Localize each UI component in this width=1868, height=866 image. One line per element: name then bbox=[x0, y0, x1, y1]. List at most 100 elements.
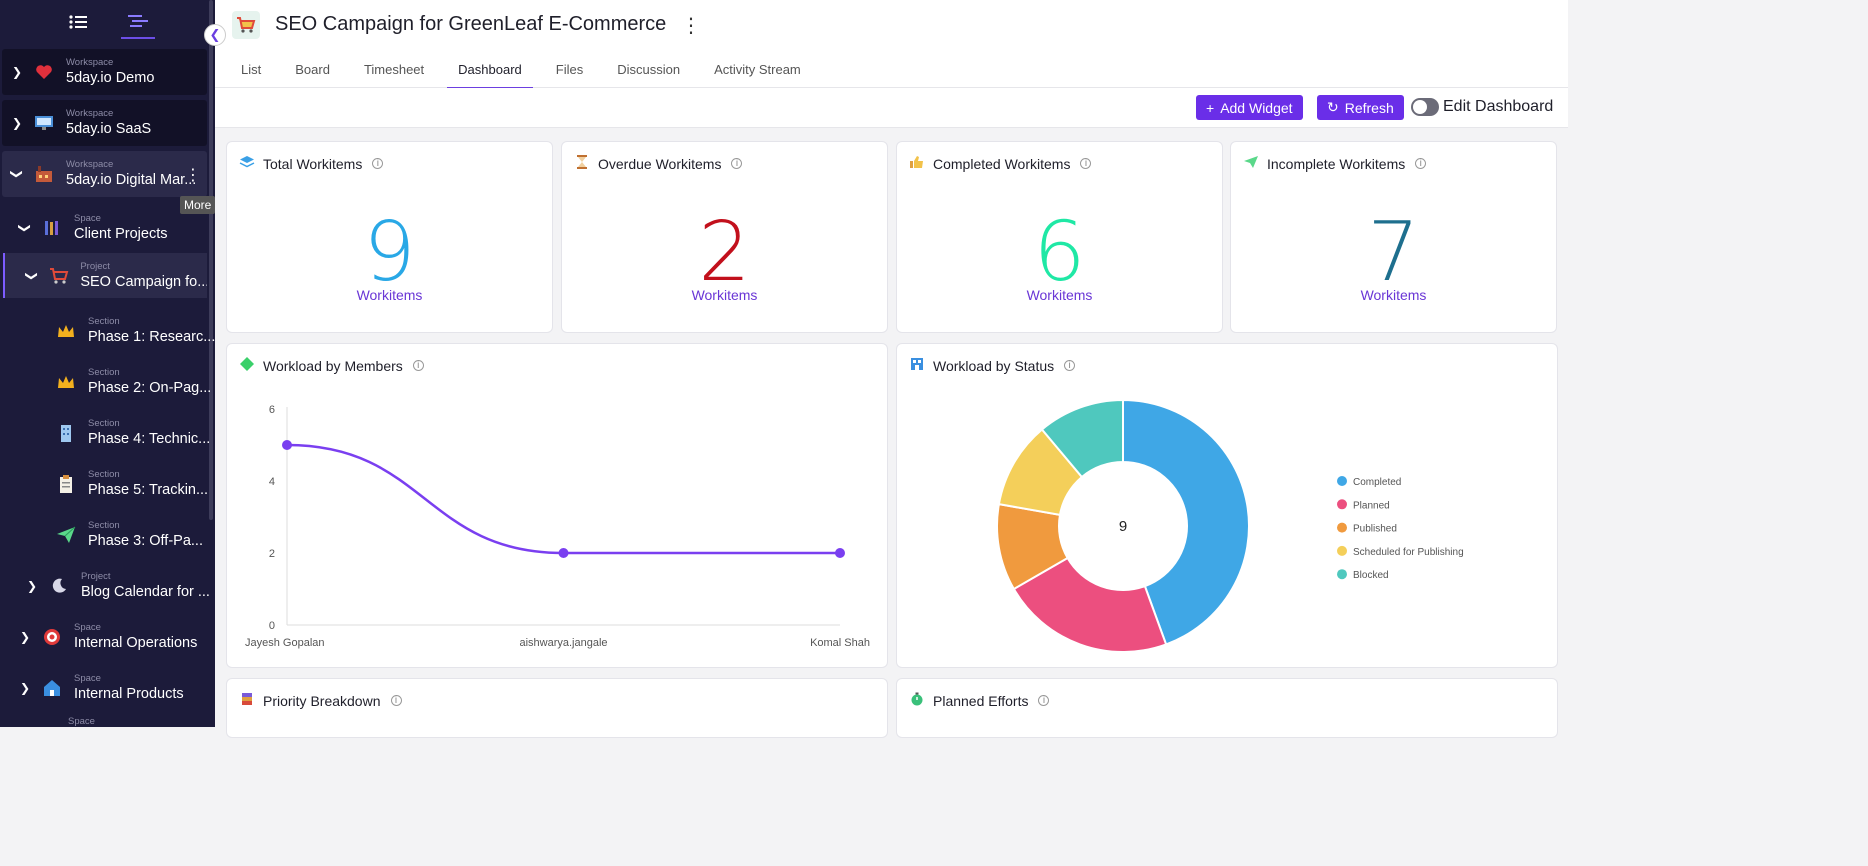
sidebar-top bbox=[0, 0, 215, 44]
section-item-phase-4[interactable]: Section Phase 4: Technic... bbox=[46, 410, 210, 456]
stat-label[interactable]: Workitems bbox=[1360, 287, 1427, 303]
stat-card-overdue: Overdue Workitems i 2 Workitems bbox=[561, 141, 888, 333]
space-item-internal-operations[interactable]: ❯ Space Internal Operations bbox=[18, 614, 197, 660]
tab-bar: List Board Timesheet Dashboard Files Dis… bbox=[230, 54, 824, 89]
refresh-button[interactable]: ↻ Refresh bbox=[1317, 95, 1404, 120]
collapse-sidebar-icon[interactable]: ❮ bbox=[204, 24, 226, 46]
plus-icon: + bbox=[1206, 99, 1215, 116]
info-icon[interactable]: i bbox=[390, 695, 402, 706]
monitor-icon bbox=[32, 111, 56, 135]
chevron-right-icon[interactable]: ❯ bbox=[11, 65, 23, 79]
more-options-icon[interactable]: ⋮ bbox=[681, 15, 701, 37]
tab-dashboard[interactable]: Dashboard bbox=[447, 54, 533, 89]
series-line bbox=[286, 443, 840, 555]
item-kind: Space bbox=[74, 213, 101, 224]
legend-label: Completed bbox=[1353, 477, 1401, 488]
section-item-phase-3[interactable]: Section Phase 3: Off-Pa... bbox=[46, 512, 203, 558]
stopwatch-icon bbox=[909, 692, 925, 709]
page-title: SEO Campaign for GreenLeaf E-Commerce bbox=[275, 13, 667, 35]
tab-list[interactable]: List bbox=[241, 62, 262, 77]
chevron-down-icon[interactable]: ❯ bbox=[10, 168, 24, 180]
chevron-right-icon[interactable]: ❯ bbox=[19, 681, 31, 695]
list-view-icon[interactable] bbox=[61, 5, 95, 39]
tree-view-icon[interactable] bbox=[120, 5, 155, 39]
item-kind: Space bbox=[74, 622, 101, 633]
sidebar-scrollbar[interactable] bbox=[209, 0, 213, 520]
info-icon[interactable]: i bbox=[1064, 360, 1076, 371]
chevron-right-icon[interactable]: ❯ bbox=[26, 579, 38, 593]
legend-swatch bbox=[1337, 522, 1347, 533]
item-kind: Section bbox=[88, 469, 120, 480]
line-chart: 0 2 4 6 Jayesh Gopalan aishwarya.jangale Komal… bbox=[245, 404, 870, 649]
item-name: SEO Campaign fo... bbox=[80, 273, 207, 290]
item-kind: Section bbox=[88, 520, 120, 531]
diamond-icon bbox=[239, 357, 255, 374]
crown-icon bbox=[54, 370, 78, 394]
card-title: Overdue Workitems bbox=[598, 155, 722, 172]
info-icon[interactable]: i bbox=[1038, 695, 1050, 706]
add-widget-button[interactable]: + Add Widget bbox=[1196, 95, 1303, 120]
project-item-seo-campaign[interactable]: ❯ Project SEO Campaign fo... bbox=[3, 253, 207, 298]
item-kind: Workspace bbox=[66, 57, 114, 68]
paper-plane-icon bbox=[1243, 155, 1259, 172]
item-name: 5day.io SaaS bbox=[66, 121, 152, 137]
y-tick-label: 6 bbox=[269, 404, 275, 416]
info-icon[interactable]: i bbox=[1080, 158, 1092, 169]
item-name: 5day.io Digital Mar... bbox=[66, 172, 197, 188]
priority-breakdown-card: Priority Breakdown i bbox=[226, 678, 888, 738]
workspace-item-digital-marketing[interactable]: ❯ Workspace 5day.io Digital Mar... ⋮ bbox=[2, 151, 207, 197]
stat-label[interactable]: Workitems bbox=[356, 287, 423, 303]
card-title: Workload by Members bbox=[263, 357, 403, 374]
section-item-phase-1[interactable]: Section Phase 1: Researc... bbox=[46, 308, 215, 354]
legend-swatch bbox=[1337, 476, 1347, 486]
card-title: Incomplete Workitems bbox=[1267, 155, 1406, 172]
stack-icon bbox=[239, 692, 255, 709]
info-icon[interactable]: i bbox=[1415, 158, 1427, 169]
chevron-down-icon[interactable]: ❯ bbox=[18, 222, 32, 234]
edit-dashboard-toggle[interactable] bbox=[1411, 98, 1439, 116]
legend-label: Blocked bbox=[1353, 570, 1389, 581]
crown-icon bbox=[54, 319, 78, 343]
stat-label[interactable]: Workitems bbox=[691, 287, 758, 303]
tab-discussion[interactable]: Discussion bbox=[617, 62, 681, 77]
stat-label[interactable]: Workitems bbox=[1026, 287, 1093, 303]
more-options-icon[interactable]: ⋮ bbox=[185, 167, 201, 184]
y-tick-label: 0 bbox=[269, 620, 275, 632]
chevron-right-icon[interactable]: ❯ bbox=[19, 630, 31, 644]
edit-dashboard-label: Edit Dashboard bbox=[1443, 98, 1554, 115]
tab-files[interactable]: Files bbox=[555, 62, 584, 77]
planned-efforts-card: Planned Efforts i bbox=[896, 678, 1558, 738]
item-name: Phase 1: Researc... bbox=[88, 329, 215, 345]
info-icon[interactable]: i bbox=[731, 158, 743, 169]
donut-center-value: 9 bbox=[1119, 518, 1127, 535]
chevron-down-icon[interactable]: ❯ bbox=[24, 270, 39, 281]
stat-value: 7 bbox=[1367, 205, 1420, 300]
workspace-item-saas[interactable]: ❯ Workspace 5day.io SaaS bbox=[2, 100, 207, 146]
item-name: Internal Operations bbox=[74, 635, 198, 651]
item-name: Blog Calendar for ... bbox=[81, 584, 210, 600]
tab-timesheet[interactable]: Timesheet bbox=[363, 62, 425, 77]
workload-by-status-card: Workload by Status i 9 Completed Planned Pub… bbox=[896, 343, 1558, 668]
card-title: Workload by Status bbox=[933, 357, 1055, 374]
house-icon bbox=[40, 676, 64, 700]
item-name: Phase 3: Off-Pa... bbox=[88, 533, 203, 549]
item-kind: Project bbox=[80, 260, 110, 272]
space-item-internal-products[interactable]: ❯ Space Internal Products bbox=[18, 665, 184, 711]
workspace-item-demo[interactable]: ❯ Workspace 5day.io Demo bbox=[2, 49, 207, 95]
info-icon[interactable]: i bbox=[372, 158, 384, 169]
chevron-right-icon[interactable]: ❯ bbox=[11, 116, 23, 130]
info-icon[interactable]: i bbox=[412, 360, 424, 371]
section-item-phase-2[interactable]: Section Phase 2: On-Pag... bbox=[46, 359, 211, 405]
tab-board[interactable]: Board bbox=[295, 62, 330, 77]
tab-activity-stream[interactable]: Activity Stream bbox=[714, 62, 801, 77]
paper-plane-icon bbox=[54, 523, 78, 547]
legend-swatch bbox=[1337, 569, 1347, 580]
project-item-blog-calendar[interactable]: ❯ Project Blog Calendar for ... bbox=[25, 563, 210, 609]
space-item-client-projects[interactable]: ❯ Space Client Projects bbox=[18, 205, 167, 251]
sidebar: ❯ Workspace 5day.io Demo ❯ Workspace 5day.… bbox=[0, 0, 215, 727]
space-item-partial[interactable]: Space bbox=[18, 712, 95, 727]
header: SEO Campaign for GreenLeaf E-Commerce ⋮ … bbox=[215, 0, 1568, 89]
section-item-phase-5[interactable]: Section Phase 5: Trackin... bbox=[46, 461, 208, 507]
dashboard-toolbar: + Add Widget ↻ Refresh Edit Dashboard bbox=[215, 88, 1568, 128]
item-kind: Workspace bbox=[66, 159, 114, 170]
